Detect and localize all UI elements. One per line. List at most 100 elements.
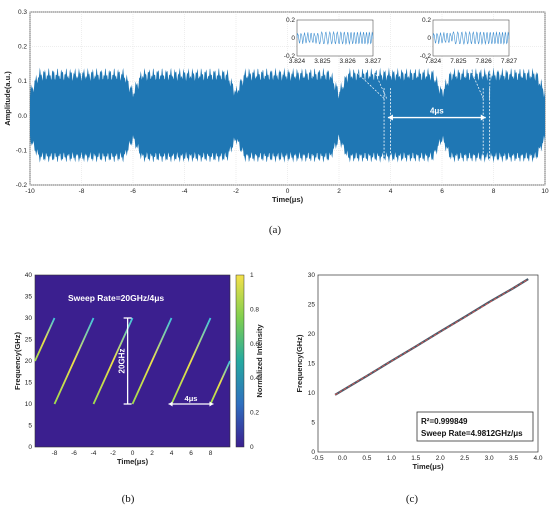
x-tick-label: -8 [79,188,85,195]
y-axis-label: Frequency(GHz) [13,332,22,390]
x-tick-label: -8 [52,450,58,457]
inset-waveform [296,30,374,46]
chirp-line [131,317,173,405]
y-tick-label: 15 [25,380,33,387]
y-tick-label: 25 [308,302,316,309]
panel-label: (c) [406,493,419,505]
inset-frame [296,19,374,57]
x-tick-label: 4 [170,450,174,457]
bandwidth-label: 20GHz [118,349,127,374]
x-tick-label: 3.0 [485,455,494,462]
x-tick-label: 3.5 [509,455,518,462]
heatmap-area [34,274,231,448]
panel-label: (b) [122,493,135,505]
y-tick-label: 20 [308,331,316,338]
y-tick-label: 0 [311,449,315,456]
panel-a: -10 -8 -6 -4 -2 0 2 4 6 8 10 -0.2 -0.1 0.0 0.1 0.2 0.3 4μ… [3,9,549,236]
inset-y-tick: 0.2 [286,17,295,24]
chirp-line [53,317,95,405]
period-arrowhead-left [168,401,173,407]
sweep-rate-annotation: Sweep Rate=20GHz/4μs [68,293,164,303]
colorbar-tick: 0.4 [250,375,259,382]
x-axis-label: Time(μs) [272,195,304,204]
x-tick-label: -4 [182,188,188,195]
sweep-rate-fit: Sweep Rate=4.9812GHz/μs [421,429,523,438]
inset-1: 3.824 3.825 3.826 3.827 0.2 0 -0.2 [284,17,382,65]
x-tick-label: -4 [91,450,97,457]
x-tick-label: 4.0 [533,455,542,462]
x-tick-label: 0.0 [338,455,347,462]
chirp-line [170,317,212,405]
inset-x-tick: 3.827 [365,58,382,65]
period-label: 4μs [185,394,198,403]
y-tick-label: -0.2 [16,182,28,189]
x-tick-label: 4 [389,188,393,195]
y-tick-label: 25 [25,337,33,344]
period-arrowhead-right [209,401,214,407]
x-axis-label: Time(μs) [117,457,149,466]
x-tick-label: 2.5 [460,455,469,462]
inset-x-tick: 7.825 [450,58,467,65]
r-squared: R²=0.999849 [421,417,468,426]
inset-y-tick: -0.2 [420,53,432,60]
y-tick-label: -0.1 [16,147,28,154]
x-tick-label: 2 [337,188,341,195]
y-tick-label: 0.0 [18,113,27,120]
x-tick-label: 2 [150,450,154,457]
chirp-line [92,317,134,405]
y-tick-label: 5 [28,423,32,430]
colorbar-tick: 0.6 [250,341,259,348]
x-tick-label: -0.5 [312,455,324,462]
y-tick-label: 10 [25,401,33,408]
colorbar-label: Normalized Intensity [255,324,264,398]
inset-y-tick: 0.2 [422,17,431,24]
colorbar-tick: 0 [250,444,254,451]
inset-x-tick: 3.826 [340,58,357,65]
y-tick-label: 20 [25,358,33,365]
y-tick-label: 30 [25,315,33,322]
y-tick-label: 30 [308,272,316,279]
colorbar-tick: 0.8 [250,306,259,313]
x-tick-label: 6 [440,188,444,195]
x-axis-label: Time(μs) [412,462,444,471]
x-tick-label: 0.5 [362,455,371,462]
x-tick-label: 2.0 [436,455,445,462]
inset-x-tick: 3.825 [314,58,331,65]
y-tick-label: 10 [308,390,316,397]
colorbar-tick: 1 [250,272,254,279]
x-tick-label: 8 [209,450,213,457]
inset-x-tick: 7.827 [501,58,518,65]
x-tick-label: 0 [286,188,290,195]
x-tick-label: -10 [25,188,35,195]
inset-y-tick: 0 [427,35,431,42]
x-tick-label: -6 [130,188,136,195]
inset-x-tick: 7.826 [476,58,493,65]
x-tick-label: 6 [189,450,193,457]
inset-2: 7.824 7.825 7.826 7.827 0.2 0 -0.2 [420,17,518,65]
y-axis-label: Frequency(GHz) [295,334,304,392]
inset-y-tick: -0.2 [284,53,296,60]
chirp-line [34,317,56,362]
x-tick-label: -2 [233,188,239,195]
fit-line [334,278,529,396]
inset-x-tick: 7.824 [425,58,442,65]
inset-x-tick: 3.824 [289,58,306,65]
x-tick-label: 1.0 [387,455,396,462]
x-tick-label: -2 [110,450,116,457]
span-label: 4μs [430,107,444,116]
x-tick-label: 8 [492,188,496,195]
y-tick-label: 0.2 [18,44,27,51]
y-tick-label: 0.3 [18,9,27,16]
inset-y-tick: 0 [291,35,295,42]
panel-c: -0.5 0.0 0.5 1.0 1.5 2.0 2.5 3.0 3.5 4.0 0 5 10 15 20 2… [295,272,543,505]
y-tick-label: 15 [308,361,316,368]
y-tick-label: 40 [25,272,33,279]
inset-guide [351,67,385,99]
x-tick-label: 0 [131,450,135,457]
y-tick-label: 0 [28,444,32,451]
panel-label: (a) [269,224,282,236]
colorbar [235,274,245,448]
chirp-line [209,360,231,405]
